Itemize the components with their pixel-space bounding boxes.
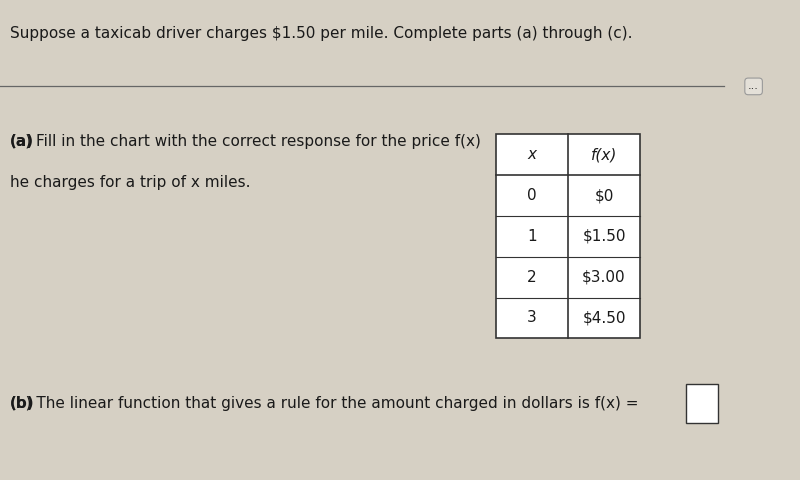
Text: (b): (b) [10, 396, 34, 411]
Text: 1: 1 [527, 229, 537, 244]
Text: ...: ... [748, 82, 759, 91]
Text: 0: 0 [527, 188, 537, 203]
Text: he charges for a trip of x miles.: he charges for a trip of x miles. [10, 175, 250, 190]
Text: $4.50: $4.50 [582, 311, 626, 325]
FancyBboxPatch shape [496, 134, 640, 338]
Text: (a): (a) [10, 134, 34, 149]
Text: Suppose a taxicab driver charges $1.50 per mile. Complete parts (a) through (c).: Suppose a taxicab driver charges $1.50 p… [10, 26, 632, 41]
Text: (a) Fill in the chart with the correct response for the price f(x): (a) Fill in the chart with the correct r… [10, 134, 481, 149]
Text: 3: 3 [527, 311, 537, 325]
Text: $1.50: $1.50 [582, 229, 626, 244]
Text: $3.00: $3.00 [582, 270, 626, 285]
Text: x: x [527, 147, 537, 162]
FancyBboxPatch shape [686, 384, 718, 423]
Text: $0: $0 [594, 188, 614, 203]
Text: f(x): f(x) [591, 147, 617, 162]
Text: 2: 2 [527, 270, 537, 285]
Text: (b) The linear function that gives a rule for the amount charged in dollars is f: (b) The linear function that gives a rul… [10, 396, 638, 411]
